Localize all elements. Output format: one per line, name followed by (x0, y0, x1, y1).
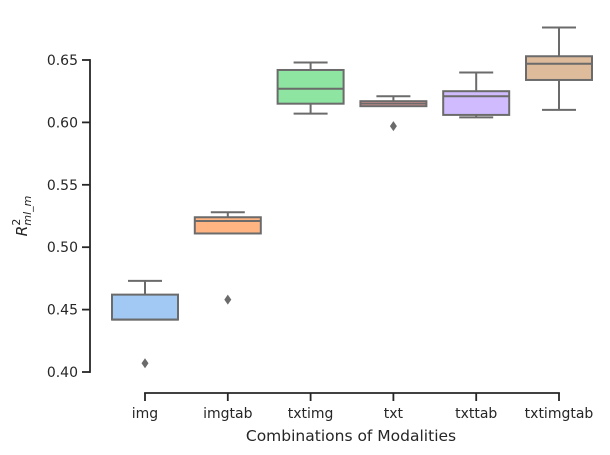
box-txtimg (276, 61, 345, 115)
y-tick-label: 0.55 (47, 178, 78, 194)
y-tick-label: 0.40 (47, 365, 78, 381)
x-tick-label: txtimg (288, 406, 334, 422)
box-txt (359, 95, 428, 132)
x-axis-label: Combinations of Modalities (246, 427, 456, 445)
y-tick-label: 0.50 (47, 240, 78, 256)
outlier-point (141, 358, 149, 369)
box-img (111, 279, 179, 369)
outlier-point (224, 294, 232, 305)
x-tick-label: img (132, 406, 158, 422)
x-tick-label: txttab (455, 406, 497, 422)
box-iqr (193, 216, 262, 235)
y-axis-label-subscript: ml_m (21, 196, 34, 226)
box-txtimgtab (525, 26, 593, 111)
outlier-point (389, 121, 397, 132)
x-tick-label: imgtab (203, 406, 252, 422)
x-tick-label: txt (384, 406, 404, 422)
box-iqr (525, 55, 593, 81)
y-tick-label: 0.65 (47, 53, 78, 69)
y-tick-label: 0.60 (47, 115, 78, 131)
y-tick-label: 0.45 (47, 303, 78, 319)
box-txttab (442, 71, 511, 119)
y-axis-label-base: R (13, 226, 31, 237)
box-iqr (276, 68, 345, 105)
x-tick-label: txtimgtab (525, 406, 594, 422)
box-iqr (111, 293, 179, 321)
boxes (111, 26, 593, 369)
box-imgtab (193, 211, 262, 305)
y-axis-label-superscript: 2 (10, 219, 23, 226)
box-iqr (442, 90, 511, 116)
y-axis-label: R2ml_m (10, 196, 34, 237)
